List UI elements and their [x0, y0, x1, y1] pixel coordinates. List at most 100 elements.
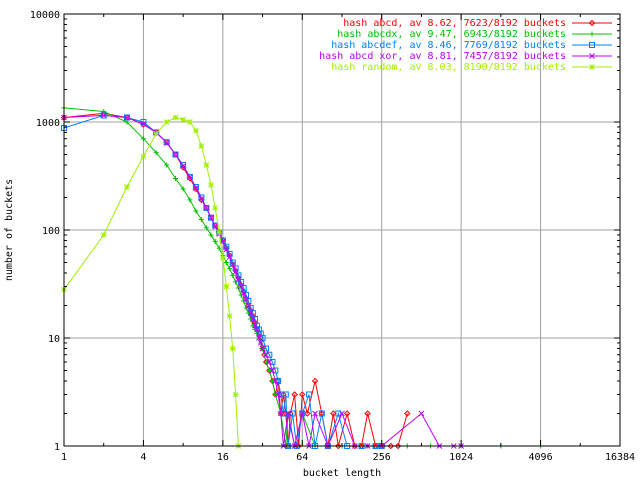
data-point — [203, 204, 210, 211]
data-point — [153, 150, 159, 156]
data-point — [243, 296, 249, 302]
data-point — [247, 310, 254, 316]
data-point — [330, 410, 337, 417]
axis-ticks: 1 4 16 64 256 1024 4096 16384 1 10 100 1000 10000 — [30, 10, 635, 463]
data-point — [232, 391, 239, 398]
data-point — [291, 391, 298, 398]
data-point — [387, 442, 395, 450]
data-point — [223, 260, 229, 266]
data-point — [256, 335, 262, 341]
data-point — [277, 410, 284, 417]
data-point — [172, 151, 179, 158]
data-point — [306, 391, 313, 398]
legend-label: hash random, av 8.03, 8190/8192 buckets — [331, 62, 566, 73]
data-point — [263, 345, 270, 352]
x-tick-label: 16 — [217, 452, 229, 463]
data-point — [263, 351, 269, 358]
data-point — [187, 119, 193, 125]
data-point — [229, 345, 236, 352]
data-point — [259, 345, 266, 352]
data-point — [163, 139, 170, 146]
data-point — [198, 196, 205, 204]
data-point — [335, 410, 342, 417]
data-point — [252, 322, 258, 329]
data-point — [198, 194, 205, 201]
x-tick-label: 256 — [373, 452, 391, 463]
data-point — [339, 410, 345, 417]
data-point — [186, 175, 194, 182]
data-point — [220, 255, 226, 261]
data-point — [207, 214, 214, 221]
data-point — [269, 367, 276, 374]
data-point — [153, 130, 160, 137]
data-point — [216, 245, 222, 251]
data-point — [364, 410, 371, 417]
data-point — [208, 214, 214, 221]
x-tick-label: 16384 — [605, 452, 635, 463]
data-point — [223, 283, 230, 290]
data-point — [235, 272, 242, 279]
data-point — [203, 162, 210, 168]
x-tick-label: 1024 — [449, 452, 473, 463]
data-point — [418, 410, 425, 417]
data-point — [193, 185, 199, 191]
data-point — [193, 208, 199, 214]
data-point — [192, 184, 199, 191]
legend: hash abcd, av 8.62, 7623/8192 buckets has… — [319, 18, 612, 73]
data-point — [180, 186, 186, 192]
data-point — [172, 175, 178, 181]
data-point — [299, 410, 306, 417]
data-point — [198, 217, 204, 223]
data-point — [343, 410, 351, 417]
data-point — [229, 261, 236, 268]
data-point — [100, 232, 107, 238]
data-point — [180, 161, 187, 168]
data-point — [589, 64, 595, 70]
data-point — [311, 377, 319, 385]
data-point — [304, 410, 311, 417]
x-tick-label: 4 — [140, 452, 146, 463]
legend-label: hash abcd, av 8.62, 7623/8192 buckets — [343, 18, 566, 29]
y-tick-label: 1000 — [36, 118, 60, 129]
data-point — [289, 410, 296, 417]
data-point — [203, 225, 209, 231]
data-point — [230, 272, 236, 278]
data-point — [140, 121, 147, 127]
data-point — [179, 164, 187, 171]
data-point — [335, 442, 342, 450]
y-axis-label: number of buckets — [4, 179, 15, 281]
data-point — [223, 246, 230, 253]
data-point — [282, 391, 289, 398]
data-point — [140, 153, 147, 160]
data-point — [203, 205, 210, 211]
data-point — [245, 298, 252, 305]
data-point — [312, 410, 318, 417]
data-point — [172, 151, 179, 158]
x-tick-label: 1 — [61, 452, 67, 463]
data-point — [266, 351, 273, 358]
data-point — [187, 174, 193, 180]
data-point — [232, 268, 239, 275]
data-point — [233, 279, 239, 285]
data-point — [240, 285, 247, 292]
data-point — [299, 410, 306, 417]
legend-label: hash abcdef, av 8.46, 7769/8192 buckets — [331, 40, 566, 51]
data-point — [208, 232, 214, 238]
data-point — [266, 359, 273, 365]
data-point — [186, 173, 193, 180]
data-point — [254, 326, 260, 333]
data-point — [226, 313, 233, 319]
data-point — [163, 119, 170, 125]
data-point — [212, 205, 219, 211]
data-point — [226, 254, 233, 261]
data-point — [238, 279, 245, 286]
y-tick-label: 1 — [54, 442, 60, 453]
data-point — [227, 266, 233, 272]
data-point — [299, 391, 306, 398]
data-point — [240, 290, 247, 297]
data-point — [275, 391, 282, 398]
data-point — [394, 442, 402, 450]
grid — [64, 14, 620, 446]
